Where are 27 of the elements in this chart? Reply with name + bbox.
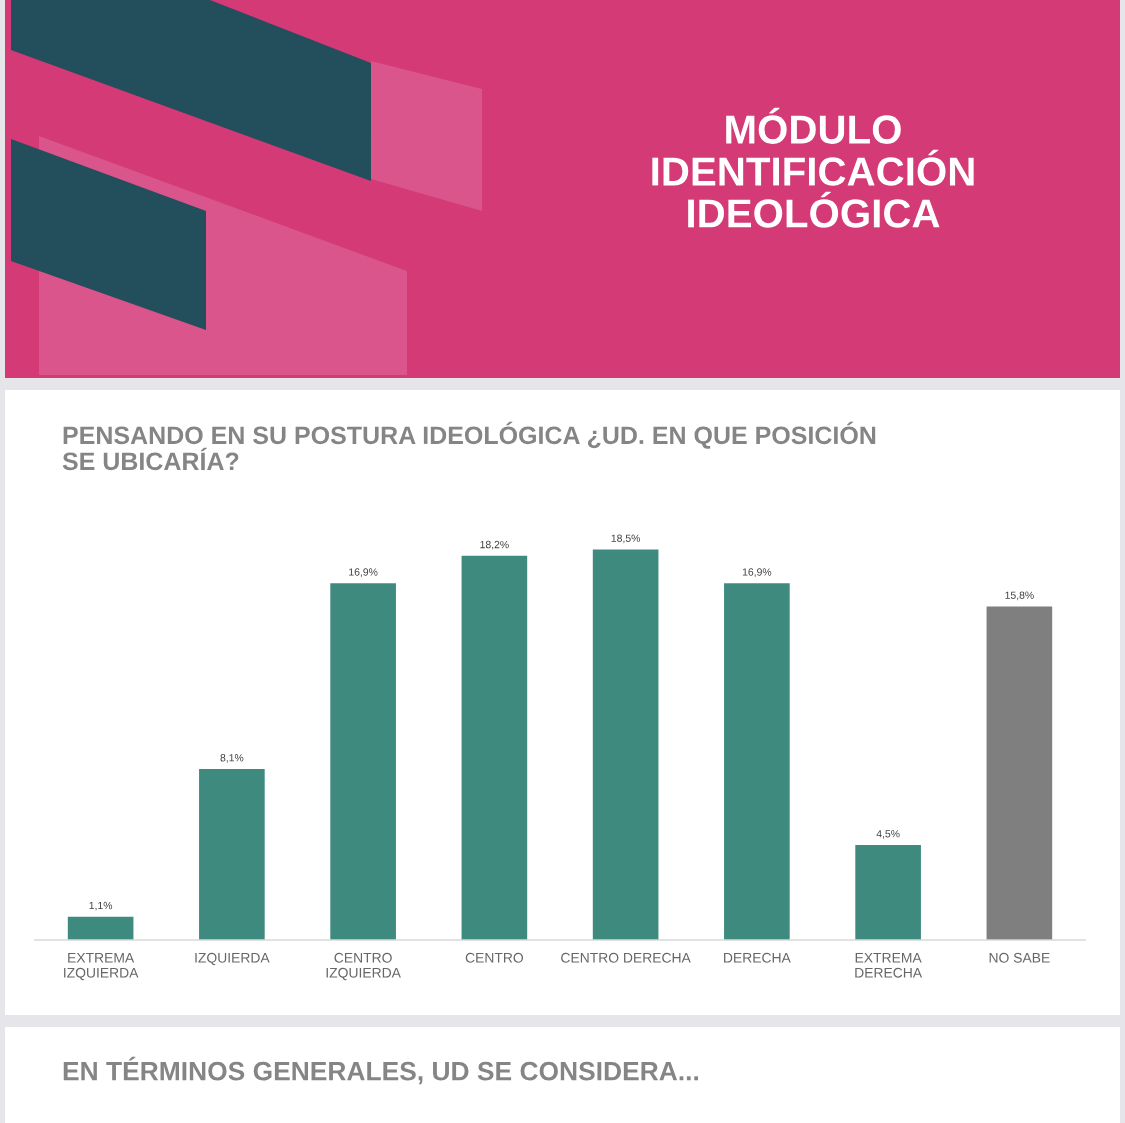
text: MÓDULO IDENTIFICACIÓN IDEOLÓGICA	[652, 107, 974, 228]
bar	[330, 583, 396, 940]
x-tick-label: EXTREMA IZQUIERDA	[64, 953, 139, 981]
data-label: 4,5%	[876, 830, 900, 839]
x-tick-label: EXTREMA DERECHA	[855, 953, 923, 978]
data-label: 16,9%	[742, 568, 772, 577]
x-tick-label: NO SABE	[989, 952, 1050, 963]
bar	[592, 549, 659, 940]
x-tick-label: IZQUIERDA	[195, 952, 270, 966]
x-tick-label: DERECHA	[724, 952, 791, 963]
bar	[67, 916, 134, 940]
x-tick-label: CENTRO	[465, 952, 524, 963]
x-tick-label: CENTRO IZQUIERDA	[326, 952, 401, 981]
x-tick-label: CENTRO DERECHA	[561, 952, 691, 963]
data-label: 18,2%	[480, 540, 509, 550]
bar	[986, 606, 1053, 940]
bar	[199, 769, 265, 940]
data-label: 15,8%	[1005, 591, 1034, 601]
chart-title: PENSANDO EN SU POSTURA IDEOLÓGICA ¿UD. EN QUE POSICIÓN SE UBICARÍA?	[62, 421, 876, 471]
text: EN TÉRMINOS GENERALES, UD SE CONSIDERA...	[63, 1056, 698, 1085]
data-label: 18,5%	[611, 534, 641, 544]
bar	[724, 583, 790, 940]
data-label: 1,1%	[89, 901, 113, 911]
bar	[855, 845, 921, 940]
bar	[461, 555, 528, 940]
data-label: 16,9%	[349, 568, 378, 577]
data-label: 8,1%	[220, 754, 244, 763]
